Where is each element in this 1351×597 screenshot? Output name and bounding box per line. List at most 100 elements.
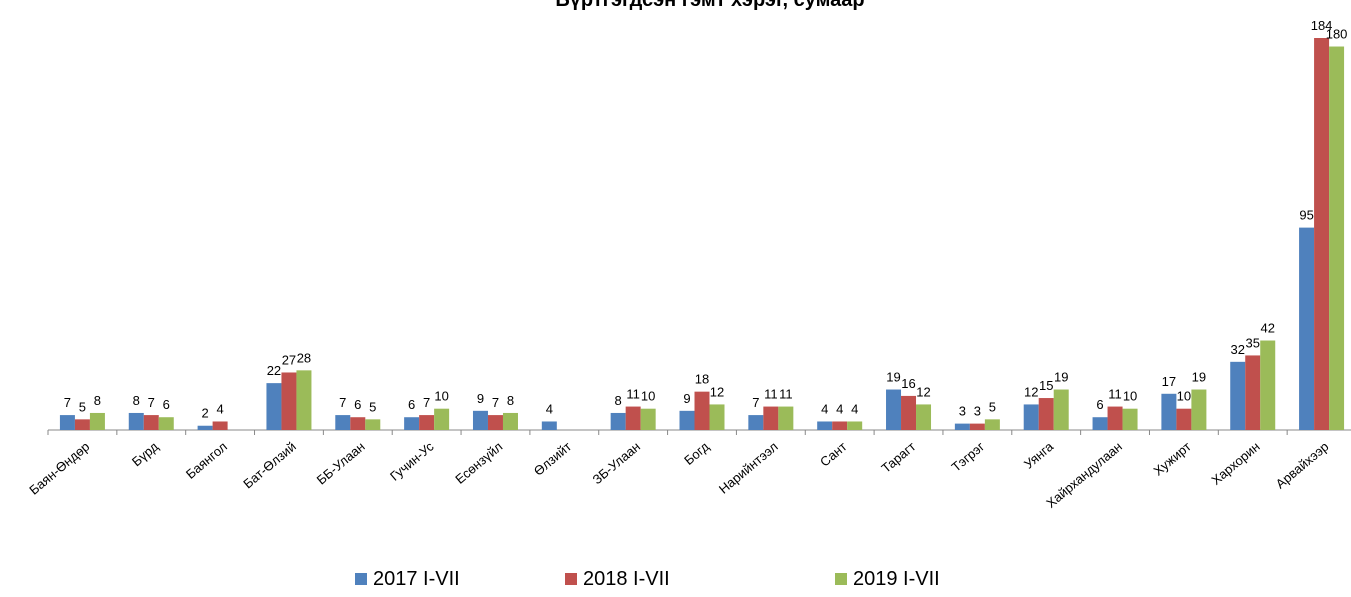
bar — [434, 408, 450, 430]
data-label: 95 — [1299, 208, 1313, 223]
bar — [335, 415, 351, 430]
data-label: 10 — [641, 389, 655, 404]
bar — [1245, 355, 1261, 430]
x-tick-label: Сант — [817, 439, 850, 470]
data-label: 10 — [1177, 389, 1191, 404]
bar — [1176, 408, 1192, 430]
bar — [1260, 340, 1276, 430]
data-label: 12 — [1024, 384, 1038, 399]
data-label: 28 — [297, 350, 311, 365]
data-label: 11 — [764, 387, 778, 402]
data-label: 27 — [282, 352, 296, 367]
data-label: 7 — [423, 395, 430, 410]
legend-label: 2017 I-VII — [373, 568, 460, 590]
data-label: 7 — [148, 395, 155, 410]
bar — [969, 423, 985, 430]
data-label: 4 — [546, 401, 553, 416]
bar — [89, 412, 105, 430]
data-label: 17 — [1162, 374, 1176, 389]
bar — [709, 404, 725, 430]
data-label: 12 — [710, 384, 724, 399]
data-label: 10 — [434, 389, 448, 404]
x-tick-label: Тэгрэг — [949, 439, 988, 475]
x-tick-label: Хархорин — [1208, 439, 1262, 488]
bar — [1038, 398, 1054, 430]
bar — [502, 412, 518, 430]
bar — [59, 415, 75, 430]
x-tick-label: Өлзийт — [531, 439, 574, 479]
bar — [984, 419, 1000, 430]
bar — [74, 419, 90, 430]
data-label: 10 — [1123, 389, 1137, 404]
data-label: 19 — [1054, 370, 1068, 385]
x-tick-label: Баянгол — [183, 439, 230, 482]
x-tick-label: Тарагт — [878, 439, 918, 476]
data-label: 184 — [1311, 18, 1333, 33]
bar — [1092, 417, 1108, 430]
data-label: 7 — [64, 395, 71, 410]
bar — [1314, 38, 1330, 430]
bar — [901, 395, 917, 430]
data-label: 8 — [615, 393, 622, 408]
legend-label: 2018 I-VII — [583, 568, 670, 590]
bar — [1023, 404, 1039, 430]
data-label: 15 — [1039, 378, 1053, 393]
data-label: 5 — [79, 399, 86, 414]
bar — [419, 415, 435, 430]
chart-title: Бүртгэгдсэн гэмт хэрэг, сумаар — [555, 0, 864, 11]
bar — [296, 370, 312, 430]
bar — [832, 421, 848, 430]
bar — [197, 425, 213, 430]
data-label: 4 — [216, 401, 223, 416]
bar — [1107, 406, 1123, 430]
bar — [404, 417, 420, 430]
bar — [763, 406, 779, 430]
bar — [916, 404, 932, 430]
data-label: 8 — [507, 393, 514, 408]
bar — [778, 406, 794, 430]
data-label: 4 — [836, 401, 843, 416]
bar — [365, 419, 381, 430]
bar — [212, 421, 228, 430]
data-label: 3 — [974, 404, 981, 419]
bar — [266, 383, 282, 430]
data-label: 32 — [1231, 342, 1245, 357]
data-label: 11 — [626, 387, 640, 402]
data-label: 19 — [886, 370, 900, 385]
bar — [143, 415, 159, 430]
x-tick-label: ЗБ-Улаан — [590, 439, 644, 487]
bar — [487, 415, 503, 430]
x-tick-label: Бүрд — [129, 439, 162, 470]
data-label: 19 — [1192, 370, 1206, 385]
data-label: 4 — [851, 401, 858, 416]
bar — [1122, 408, 1138, 430]
x-tick-label: Хужирт — [1151, 439, 1194, 479]
bar — [1230, 361, 1246, 430]
x-tick-label: Богд — [681, 439, 712, 468]
bar — [694, 391, 710, 430]
x-tick-label: Бат-Өлзий — [240, 439, 299, 492]
bar — [158, 417, 174, 430]
data-label: 12 — [916, 384, 930, 399]
bar — [847, 421, 863, 430]
data-label: 6 — [1096, 397, 1103, 412]
bar — [748, 415, 764, 430]
data-label: 16 — [901, 376, 915, 391]
bar — [350, 417, 366, 430]
x-tick-label: Арвайхээр — [1273, 439, 1332, 492]
bar — [679, 410, 695, 430]
data-label: 6 — [408, 397, 415, 412]
legend-swatch — [355, 573, 367, 585]
x-tick-label: Есөнзүйл — [452, 439, 505, 487]
data-label: 42 — [1261, 321, 1275, 336]
data-label: 22 — [267, 363, 281, 378]
x-tick-label: Нарийнтээл — [716, 439, 781, 497]
data-label: 3 — [959, 404, 966, 419]
data-label: 6 — [354, 397, 361, 412]
data-label: 11 — [1108, 387, 1122, 402]
x-tick-label: ББ-Улаан — [314, 439, 368, 488]
data-label: 7 — [339, 395, 346, 410]
data-label: 11 — [779, 387, 793, 402]
x-tick-label: Баян-Өндөр — [26, 439, 92, 498]
